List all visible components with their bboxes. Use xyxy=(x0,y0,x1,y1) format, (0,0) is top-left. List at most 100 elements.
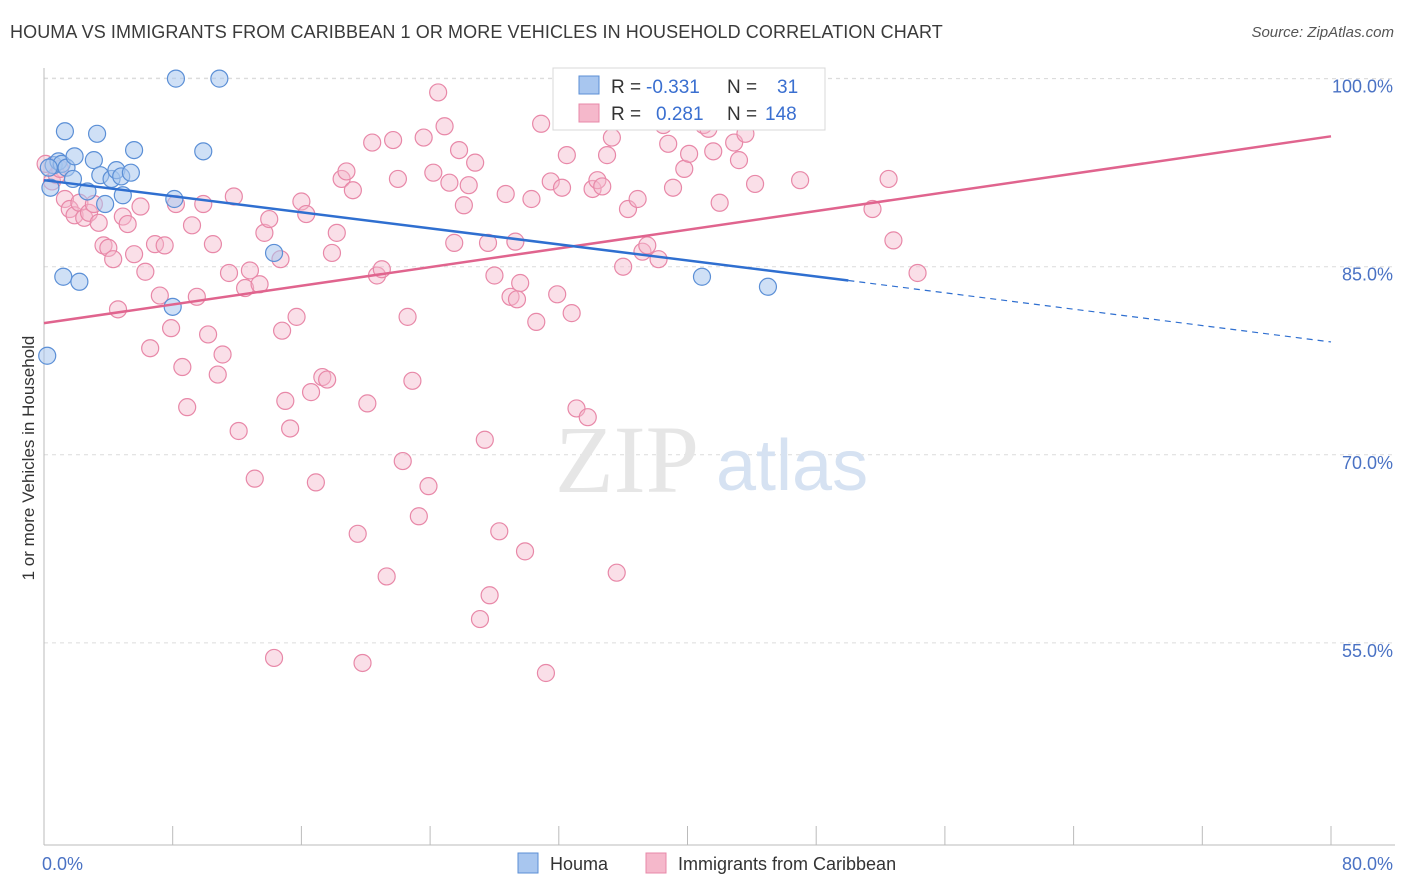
point-caribbean xyxy=(532,114,551,133)
y-tick-label: 100.0% xyxy=(1332,77,1393,97)
point-houma xyxy=(163,297,182,316)
point-houma xyxy=(39,158,58,177)
trend-lines xyxy=(43,135,1332,343)
point-houma xyxy=(758,277,778,296)
point-caribbean xyxy=(593,177,612,196)
stats-n-label-houma: N = xyxy=(727,77,757,98)
point-caribbean xyxy=(466,153,485,172)
point-houma xyxy=(96,194,115,214)
point-caribbean xyxy=(255,223,274,242)
point-caribbean xyxy=(301,383,321,402)
point-houma xyxy=(84,151,103,170)
gridlines xyxy=(43,77,1396,644)
point-caribbean xyxy=(322,243,342,263)
stats-swatch-houma xyxy=(578,75,600,95)
point-caribbean xyxy=(358,394,377,413)
x-tick-label: 80.0% xyxy=(1342,854,1393,874)
point-caribbean xyxy=(141,339,160,358)
point-caribbean xyxy=(287,307,306,326)
stats-r-label-houma: R = xyxy=(611,77,641,98)
point-houma xyxy=(54,267,73,286)
point-caribbean xyxy=(704,142,723,161)
stats-n-houma: 31 xyxy=(777,77,798,98)
point-caribbean xyxy=(240,261,260,280)
point-caribbean xyxy=(480,586,499,605)
point-caribbean xyxy=(388,169,408,189)
point-caribbean xyxy=(419,477,438,496)
point-caribbean xyxy=(506,232,525,251)
point-caribbean xyxy=(440,173,459,192)
point-caribbean xyxy=(108,300,128,319)
trend-line-houma xyxy=(43,178,849,282)
point-caribbean xyxy=(548,285,567,304)
point-caribbean xyxy=(638,236,657,255)
legend-swatch-houma xyxy=(517,852,539,874)
watermark-atlas: atlas xyxy=(716,426,868,506)
point-caribbean xyxy=(203,235,223,254)
point-caribbean xyxy=(710,193,729,212)
point-houma xyxy=(65,147,84,166)
series-houma-points xyxy=(38,69,778,365)
point-caribbean xyxy=(348,524,367,543)
point-caribbean xyxy=(136,262,155,281)
point-caribbean xyxy=(118,214,137,234)
point-caribbean xyxy=(383,130,403,150)
point-caribbean xyxy=(863,199,882,219)
point-caribbean xyxy=(454,196,473,215)
point-caribbean xyxy=(541,172,560,191)
point-caribbean xyxy=(94,236,113,255)
stats-r-caribbean: 0.281 xyxy=(656,104,704,125)
legend-swatch-caribbean xyxy=(645,852,667,874)
point-houma xyxy=(194,142,213,161)
watermark-zip: ZIP xyxy=(555,406,699,513)
legend-label-caribbean: Immigrants from Caribbean xyxy=(678,854,896,874)
point-caribbean xyxy=(213,345,232,364)
point-caribbean xyxy=(182,216,202,235)
point-caribbean xyxy=(208,365,227,384)
point-caribbean xyxy=(89,213,108,232)
point-caribbean xyxy=(602,128,621,147)
point-caribbean xyxy=(150,286,169,305)
point-caribbean xyxy=(424,163,443,182)
stats-n-label-caribbean: N = xyxy=(727,104,757,125)
point-caribbean xyxy=(260,209,279,229)
point-caribbean xyxy=(398,307,417,326)
trend-line-houma-extension xyxy=(848,279,1332,343)
point-caribbean xyxy=(745,174,765,194)
point-houma xyxy=(38,346,57,365)
point-caribbean xyxy=(515,542,535,561)
y-tick-label: 70.0% xyxy=(1342,453,1393,473)
point-caribbean xyxy=(607,563,626,582)
point-caribbean xyxy=(363,133,382,152)
point-caribbean xyxy=(198,325,218,344)
point-caribbean xyxy=(377,567,396,586)
point-caribbean xyxy=(318,370,337,389)
point-caribbean xyxy=(161,319,181,338)
point-caribbean xyxy=(124,245,144,264)
point-caribbean xyxy=(435,117,454,136)
stats-r-houma: -0.331 xyxy=(646,77,700,98)
point-caribbean xyxy=(429,83,448,102)
point-houma xyxy=(264,243,284,263)
point-caribbean xyxy=(597,146,617,165)
point-caribbean xyxy=(445,233,464,252)
point-caribbean xyxy=(680,144,699,163)
point-caribbean xyxy=(552,178,572,197)
legend-label-houma: Houma xyxy=(550,854,609,874)
source-label: Source: ZipAtlas.com xyxy=(1251,24,1394,41)
point-caribbean xyxy=(353,653,372,673)
point-caribbean xyxy=(791,171,810,190)
point-houma xyxy=(692,267,712,286)
point-houma xyxy=(70,272,89,291)
point-caribbean xyxy=(675,159,694,179)
point-houma xyxy=(166,69,186,88)
point-caribbean xyxy=(343,181,362,200)
point-caribbean xyxy=(511,273,530,293)
point-caribbean xyxy=(507,290,527,309)
point-houma xyxy=(124,140,144,160)
point-caribbean xyxy=(879,169,898,189)
point-houma xyxy=(41,178,60,197)
point-caribbean xyxy=(178,398,197,417)
point-caribbean xyxy=(313,367,332,387)
